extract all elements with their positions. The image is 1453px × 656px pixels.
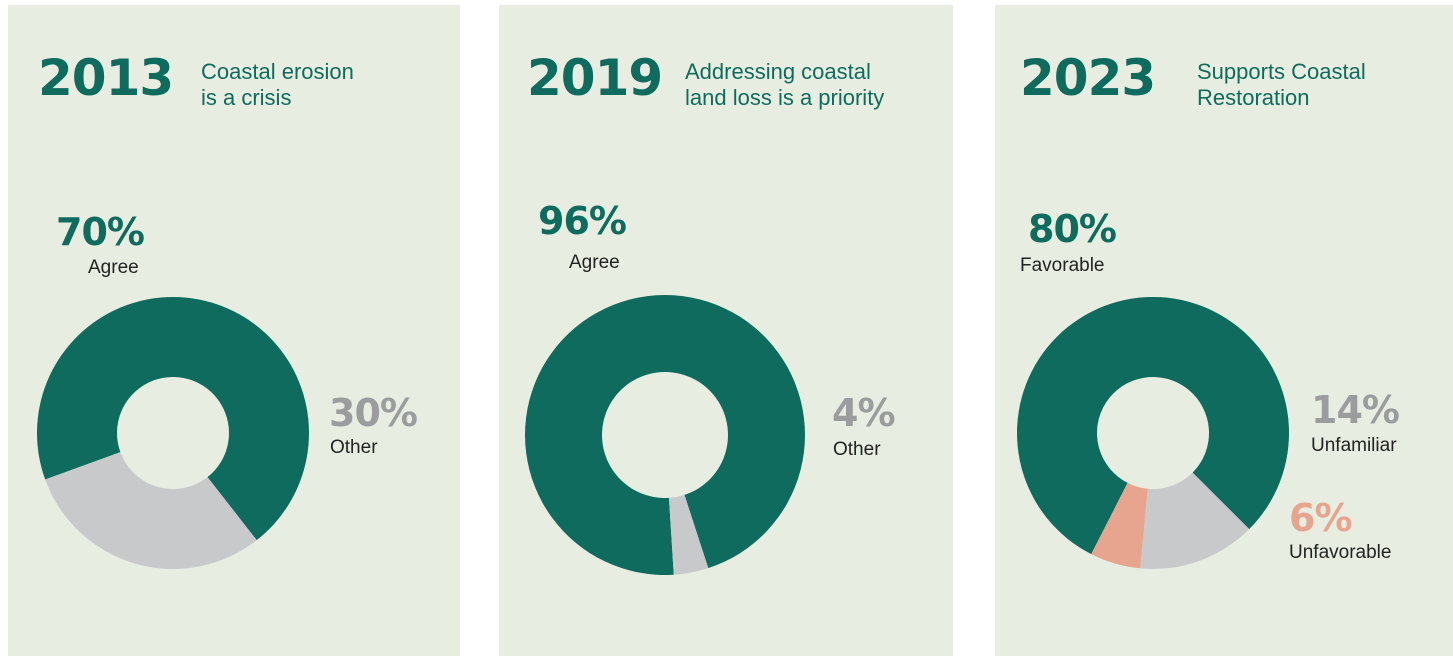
chart-year: 2023 [1020, 49, 1156, 107]
donut-slice-other [668, 494, 709, 575]
slice-label-unfavorable: Unfavorable [1289, 542, 1392, 563]
donut-chart [36, 296, 309, 569]
donut-chart [524, 295, 805, 575]
chart-year: 2013 [38, 49, 174, 107]
donut-slice-unfavorable [1091, 482, 1148, 569]
slice-value-favorable: 80% [1028, 207, 1117, 251]
chart-title-line-1: Supports Coastal [1197, 59, 1366, 84]
slice-value-agree: 70% [56, 210, 145, 254]
chart-title-line-1: Addressing coastal [685, 59, 871, 84]
donut-slice-other [45, 452, 257, 569]
chart-title: Coastal erosion is a crisis [201, 59, 354, 111]
chart-panel-2013: 2013 Coastal erosion is a crisis 70% Agr… [8, 5, 460, 656]
slice-label-other: Other [330, 437, 378, 458]
donut-slice-agree [36, 296, 309, 541]
donut-slice-favorable [1017, 297, 1289, 555]
chart-title-line-2: Restoration [1197, 85, 1310, 110]
donut-chart [1017, 297, 1289, 569]
chart-year: 2019 [527, 49, 663, 107]
slice-value-unfavorable: 6% [1289, 496, 1353, 540]
slice-value-other: 4% [832, 391, 896, 435]
slice-value-agree: 96% [538, 199, 627, 243]
slice-label-other: Other [833, 439, 881, 460]
chart-title-line-2: land loss is a priority [685, 85, 885, 110]
chart-title-line-1: Coastal erosion [201, 59, 354, 84]
slice-value-other: 30% [329, 391, 418, 435]
donut-slice-unfamiliar [1140, 472, 1250, 569]
slice-label-agree: Agree [569, 252, 620, 273]
chart-panel-2023: 2023 Supports Coastal Restoration 80% Fa… [995, 5, 1453, 656]
slice-label-unfamiliar: Unfamiliar [1311, 435, 1397, 456]
chart-title-line-2: is a crisis [201, 85, 292, 110]
slice-label-agree: Agree [88, 257, 139, 278]
chart-panel-2019: 2019 Addressing coastal land loss is a p… [499, 5, 953, 656]
donut-slice-agree [524, 295, 805, 575]
chart-title: Addressing coastal land loss is a priori… [685, 59, 884, 111]
chart-title: Supports Coastal Restoration [1197, 59, 1366, 111]
slice-label-favorable: Favorable [1020, 255, 1105, 276]
slice-value-unfamiliar: 14% [1311, 388, 1400, 432]
